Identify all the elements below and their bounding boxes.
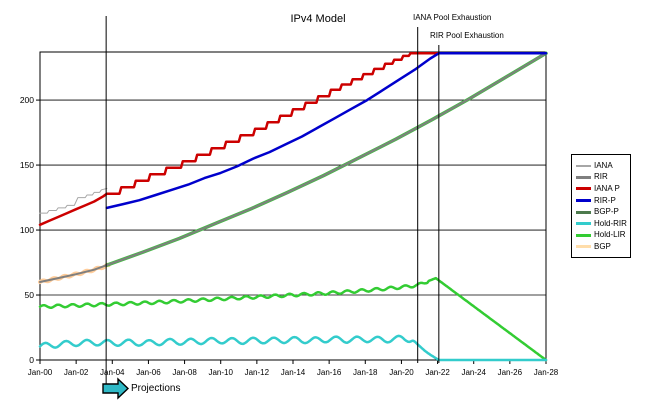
x-tick-label: Jan-22 — [425, 368, 450, 377]
x-tick-label: Jan-16 — [317, 368, 342, 377]
legend-line-swatch — [576, 165, 591, 167]
x-tick-label: Jan-20 — [389, 368, 414, 377]
x-tick-label: Jan-04 — [100, 368, 125, 377]
x-tick-label: Jan-28 — [534, 368, 559, 377]
series-rir — [39, 52, 547, 283]
x-tick-label: Jan-10 — [208, 368, 233, 377]
y-tick-label: 100 — [20, 225, 34, 235]
series-rir-p — [105, 52, 548, 210]
y-tick-label: 50 — [25, 290, 35, 300]
series-bgp-p — [105, 51, 548, 267]
legend-line-swatch — [576, 175, 591, 179]
series-iana-p — [38, 52, 441, 227]
plot-border — [39, 51, 547, 361]
x-tick-label: Jan-24 — [461, 368, 486, 377]
legend-item-iana-p: IANA P — [576, 183, 627, 195]
x-tick-label: Jan-08 — [172, 368, 197, 377]
legend-item-hold-rir: Hold-RIR — [576, 218, 627, 230]
series-hold-rir — [38, 334, 548, 362]
legend-item-iana: IANA — [576, 160, 627, 172]
y-tick-label: 0 — [29, 355, 34, 365]
series-iana — [39, 188, 108, 214]
legend-line-swatch — [576, 199, 591, 203]
x-tick-label: Jan-02 — [64, 368, 89, 377]
series-hold-lir — [38, 276, 548, 362]
legend-label: Hold-LIR — [594, 230, 626, 240]
rir-exhaustion-label: RIR Pool Exhaustion — [430, 31, 504, 40]
y-tick-label: 200 — [20, 95, 34, 105]
projections-arrow-icon — [102, 377, 130, 400]
legend-label: IANA — [594, 160, 613, 170]
x-tick-label: Jan-06 — [136, 368, 161, 377]
legend-item-hold-lir: Hold-LIR — [576, 230, 627, 242]
legend-label: BGP-P — [594, 207, 619, 217]
legend-item-bgp: BGP — [576, 241, 627, 253]
legend-label: Hold-RIR — [594, 218, 627, 228]
legend-item-bgp-p: BGP-P — [576, 206, 627, 218]
x-tick-label: Jan-14 — [281, 368, 306, 377]
legend-line-swatch — [576, 187, 591, 191]
x-tick-label: Jan-00 — [28, 368, 53, 377]
x-tick-label: Jan-18 — [353, 368, 378, 377]
legend-item-rir-p: RIR-P — [576, 195, 627, 207]
legend-label: RIR-P — [594, 195, 616, 205]
legend-line-swatch — [576, 210, 591, 214]
legend-label: RIR — [594, 172, 608, 182]
legend: IANA RIR IANA P RIR-P BGP-P Hold-RIR Hold-LIR B… — [571, 154, 631, 258]
legend-label: IANA P — [594, 183, 620, 193]
chart-title: IPv4 Model — [290, 13, 346, 25]
legend-label: BGP — [594, 241, 611, 251]
legend-line-swatch — [576, 222, 591, 226]
x-tick-label: Jan-26 — [498, 368, 523, 377]
legend-line-swatch — [576, 233, 591, 237]
x-tick-label: Jan-12 — [245, 368, 270, 377]
legend-item-rir: RIR — [576, 172, 627, 184]
y-tick-label: 150 — [20, 160, 34, 170]
legend-line-swatch — [576, 245, 591, 249]
projections-label: Projections — [131, 383, 181, 394]
iana-exhaustion-label: IANA Pool Exhaustion — [413, 13, 492, 22]
